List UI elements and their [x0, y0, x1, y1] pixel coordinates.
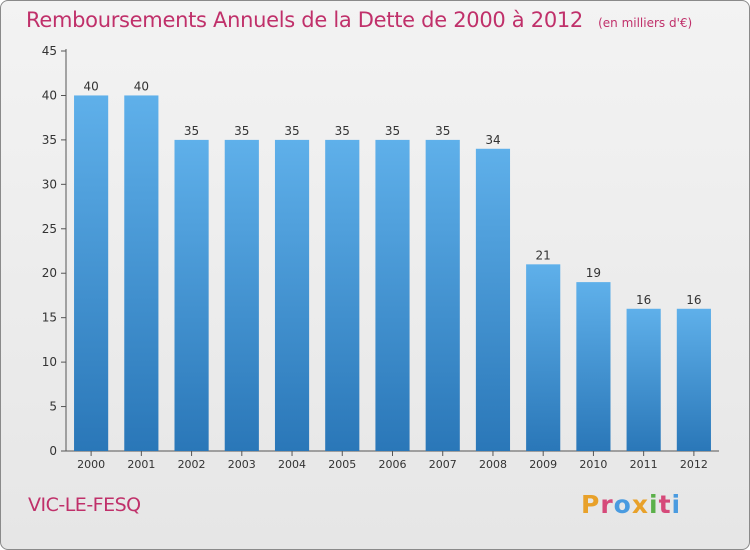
logo-letter: r: [600, 490, 614, 519]
data-labels: 40 40 35 35 35 35 35 35 34 21 19 16 16: [83, 79, 701, 306]
x-tick-label: 2006: [379, 458, 407, 471]
title-row: Remboursements Annuels de la Dette de 20…: [26, 8, 692, 32]
bar-2010: [576, 282, 611, 451]
y-tick-label: 0: [49, 444, 57, 458]
logo-letter: o: [613, 490, 632, 519]
bar-2001: [124, 95, 159, 451]
data-label: 34: [485, 133, 500, 147]
bar-2004: [274, 139, 310, 451]
x-tick-label: 2002: [178, 458, 206, 471]
data-label: 16: [636, 293, 651, 307]
data-label: 35: [335, 124, 350, 138]
x-tick-label: 2005: [328, 458, 356, 471]
y-tick-label: 35: [42, 133, 57, 147]
bar-2003: [224, 139, 259, 451]
town-name: VIC-LE-FESQ: [28, 494, 141, 516]
axes: 0 5 10 15 20 25 30 35 40 45 2000 2001 2002 2003 2004 20…: [42, 44, 719, 471]
data-label: 35: [184, 124, 199, 138]
data-label: 35: [284, 124, 299, 138]
logo-letter: i: [649, 490, 659, 519]
data-label: 40: [83, 79, 98, 93]
bar-2006: [375, 139, 410, 451]
chart-subtitle: (en milliers d'€): [598, 16, 693, 30]
x-tick-label: 2001: [127, 458, 155, 471]
data-label: 35: [385, 124, 400, 138]
y-tick-label: 5: [49, 400, 57, 414]
data-label: 40: [134, 79, 149, 93]
data-label: 21: [536, 248, 551, 262]
data-label: 35: [435, 124, 450, 138]
bars: [74, 95, 711, 451]
bar-2011: [626, 308, 661, 451]
bar-2007: [425, 139, 460, 451]
x-tick-label: 2009: [529, 458, 557, 471]
bar-2000: [74, 95, 109, 451]
logo-letter: x: [631, 490, 649, 519]
x-tick-label: 2007: [429, 458, 457, 471]
y-tick-label: 40: [42, 88, 57, 102]
y-tick-label: 30: [42, 177, 57, 191]
x-tick-label: 2003: [228, 458, 256, 471]
y-tick-label: 25: [42, 222, 57, 236]
chart-title: Remboursements Annuels de la Dette de 20…: [26, 8, 583, 32]
y-tick-label: 15: [42, 311, 57, 325]
bar-2002: [174, 139, 209, 451]
logo-letter: t: [658, 490, 672, 519]
x-tick-label: 2000: [77, 458, 105, 471]
proxiti-logo[interactable]: Proxiti: [581, 490, 681, 519]
bar-2009: [526, 264, 561, 451]
x-tick-label: 2010: [579, 458, 607, 471]
bar-2008: [475, 148, 511, 451]
data-label: 35: [234, 124, 249, 138]
x-tick-label: 2008: [479, 458, 507, 471]
bar-2012: [676, 308, 711, 451]
data-label: 19: [586, 266, 601, 280]
y-tick-label: 10: [42, 355, 57, 369]
bar-2005: [325, 139, 360, 451]
x-tick-label: 2012: [680, 458, 708, 471]
x-tick-label: 2011: [630, 458, 658, 471]
data-label: 16: [686, 293, 701, 307]
logo-letter: P: [581, 490, 601, 519]
logo-letter: i: [671, 490, 682, 519]
y-tick-label: 20: [42, 266, 57, 280]
x-tick-label: 2004: [278, 458, 306, 471]
y-tick-label: 45: [42, 44, 57, 58]
